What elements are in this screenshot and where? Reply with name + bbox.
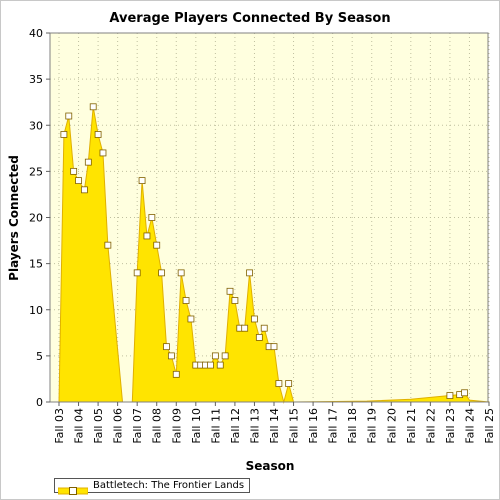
data-point [163, 343, 170, 351]
data-point [221, 352, 229, 360]
data-point [226, 287, 234, 295]
data-point [133, 269, 141, 277]
y-tick-label: 0 [36, 396, 43, 409]
data-point [75, 177, 82, 185]
data-point [241, 324, 249, 332]
y-tick-label: 35 [29, 73, 43, 86]
x-tick-label: Fall 08 [151, 408, 164, 444]
x-tick-label: Fall 25 [483, 408, 496, 444]
x-tick-label: Fall 05 [92, 408, 105, 444]
data-point [84, 158, 92, 166]
x-tick-label: Fall 09 [170, 408, 183, 444]
data-point [182, 297, 190, 304]
x-tick-label: Fall 15 [288, 408, 301, 444]
series-area [59, 106, 489, 403]
y-tick-label: 25 [29, 165, 43, 178]
data-point [187, 315, 195, 323]
data-point [270, 343, 278, 351]
x-tick-label: Fall 13 [248, 408, 261, 444]
x-tick-label: Fall 12 [229, 408, 242, 444]
x-tick-label: Fall 21 [405, 408, 418, 444]
data-point [246, 269, 253, 277]
data-point [275, 380, 283, 387]
x-tick-label: Fall 19 [366, 408, 379, 444]
y-tick-label: 15 [29, 258, 43, 271]
data-point [172, 370, 180, 378]
y-tick-label: 30 [29, 119, 43, 132]
x-tick-label: Fall 04 [73, 408, 86, 444]
data-point [138, 177, 146, 185]
legend-swatch-icon [57, 481, 89, 495]
x-tick-label: Fall 17 [327, 408, 340, 444]
y-tick-label: 10 [29, 304, 43, 317]
data-point [89, 103, 97, 111]
data-point [60, 131, 68, 138]
data-point [216, 361, 224, 369]
legend-label: Battletech: The Frontier Lands [93, 480, 245, 491]
data-point [65, 112, 73, 120]
data-point [104, 241, 112, 249]
x-tick-label: Fall 24 [463, 408, 476, 444]
plot-area [50, 33, 488, 402]
x-tick-label: Fall 14 [268, 408, 281, 444]
x-tick-label: Fall 16 [307, 408, 320, 444]
y-tick-label: 20 [29, 212, 43, 225]
data-point [260, 324, 268, 332]
data-point [177, 269, 185, 277]
data-point [153, 241, 161, 249]
x-tick-label: Fall 07 [131, 408, 144, 444]
data-point [207, 361, 214, 369]
data-point [251, 315, 258, 323]
data-point [446, 392, 454, 399]
data-point [167, 352, 175, 360]
data-point [143, 232, 151, 240]
x-tick-label: Fall 18 [346, 408, 359, 444]
x-tick-label: Fall 06 [112, 408, 125, 444]
y-axis-label: Players Connected [7, 155, 21, 281]
x-axis-label: Season [246, 459, 295, 473]
data-point [70, 167, 78, 175]
data-point [94, 131, 102, 138]
data-point [148, 214, 156, 221]
data-point [285, 380, 293, 387]
x-tick-label: Fall 22 [424, 408, 437, 444]
y-tick-label: 40 [29, 27, 43, 40]
x-tick-label: Fall 03 [53, 408, 66, 444]
data-point [255, 334, 263, 341]
data-point [231, 297, 239, 304]
data-point [81, 186, 88, 194]
chart-title: Average Players Connected By Season [109, 11, 390, 26]
x-tick-label: Fall 20 [385, 408, 398, 444]
x-tick-label: Fall 23 [444, 408, 457, 444]
data-point [461, 389, 468, 397]
y-tick-label: 5 [36, 350, 43, 363]
data-point [211, 352, 219, 360]
data-point [158, 269, 166, 277]
x-tick-label: Fall 10 [190, 408, 203, 444]
x-tick-label: Fall 11 [209, 408, 222, 444]
legend: Battletech: The Frontier Lands [54, 478, 251, 495]
data-point [99, 149, 107, 157]
